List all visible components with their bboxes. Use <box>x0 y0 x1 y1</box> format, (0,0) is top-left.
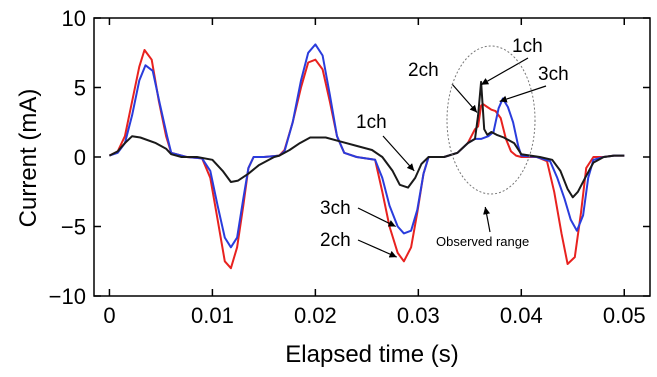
x-tick-label: 0.03 <box>397 303 440 328</box>
annotation-label: 2ch <box>408 60 439 81</box>
y-axis-label: Current (mA) <box>15 89 42 228</box>
ticks-layer: 0 0.01 0.02 0.03 0.04 0.05 −10 −5 0 5 10 <box>49 6 650 328</box>
annotation-label: 3ch <box>538 64 569 85</box>
x-tick-label: 0 <box>103 303 115 328</box>
x-axis-label: Elapsed time (s) <box>285 341 458 368</box>
y-tick-label: −10 <box>49 284 86 309</box>
x-tick-label: 0.05 <box>603 303 646 328</box>
y-tick-label: −5 <box>61 215 86 240</box>
y-tick-label: 0 <box>74 145 86 170</box>
annotation-arrow <box>480 57 529 86</box>
annotation-arrow <box>499 85 547 103</box>
annotation-label: 3ch <box>320 198 351 219</box>
annotation-label: 1ch <box>512 36 543 57</box>
x-tick-label: 0.04 <box>500 303 543 328</box>
y-tick-label: 5 <box>74 76 86 101</box>
annotation-arrow <box>451 83 478 113</box>
annotation-arrow <box>483 206 491 233</box>
series-layer <box>108 43 625 270</box>
annotation-arrow <box>357 207 396 228</box>
observed-range-ellipse <box>446 45 536 195</box>
x-tick-label: 0.02 <box>294 303 337 328</box>
annotation-arrow <box>357 239 397 258</box>
series-line-1ch <box>108 80 625 199</box>
annotation-label: 2ch <box>320 230 351 251</box>
annotation-label: Observed range <box>436 234 529 249</box>
y-tick-label: 10 <box>62 6 86 31</box>
annotation-layer: 1ch 3ch 2ch 2ch 1ch 3ch Observed range <box>320 36 569 258</box>
x-tick-label: 0.01 <box>191 303 234 328</box>
annotation-arrow <box>382 135 415 172</box>
annotation-label: 1ch <box>356 112 387 133</box>
